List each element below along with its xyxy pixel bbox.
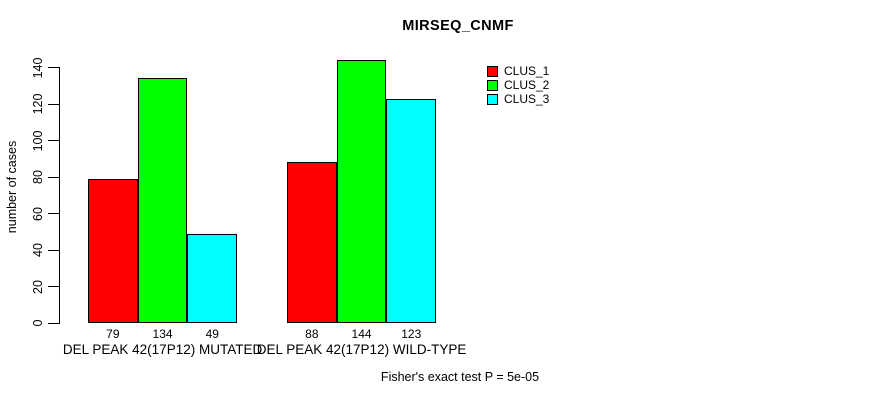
legend-label-clus-3: CLUS_3 xyxy=(504,92,550,106)
chart-title: MIRSEQ_CNMF xyxy=(402,18,514,34)
y-axis-line xyxy=(59,67,61,324)
y-tick-80 xyxy=(48,176,60,178)
y-tick-20 xyxy=(48,286,60,288)
legend-label-clus-2: CLUS_2 xyxy=(504,78,550,92)
legend-item-clus-2: CLUS_2 xyxy=(487,78,549,92)
bar-value-clus_2-group1: 134 xyxy=(152,326,173,341)
legend-item-clus-3: CLUS_3 xyxy=(487,92,549,106)
fisher-test-annotation: Fisher's exact test P = 5e-05 xyxy=(380,370,540,384)
legend-swatch-clus-1-icon xyxy=(487,65,498,77)
bar-value-clus_3-group2: 123 xyxy=(401,326,422,341)
bar-value-clus_2-group2: 144 xyxy=(351,326,372,341)
y-tick-label-40: 40 xyxy=(31,243,45,257)
legend-swatch-clus-3-icon xyxy=(487,93,498,105)
bar-value-clus_1-group1: 79 xyxy=(106,326,120,341)
y-tick-label-20: 20 xyxy=(31,279,45,294)
y-tick-140 xyxy=(48,67,60,69)
y-tick-100 xyxy=(48,140,60,142)
bar-value-clus_1-group2: 88 xyxy=(305,326,319,341)
legend: CLUS_1 CLUS_2 CLUS_3 xyxy=(487,64,549,106)
legend-label-clus-1: CLUS_1 xyxy=(504,64,550,78)
bar-clus_1-group1 xyxy=(88,178,138,323)
legend-item-clus-1: CLUS_1 xyxy=(487,64,549,78)
bar-clus_2-group1 xyxy=(137,78,188,323)
x-category-label-1: DEL PEAK 42(17P12) MUTATED xyxy=(62,341,263,357)
y-tick-label-0: 0 xyxy=(31,319,45,327)
bar-clus_3-group2 xyxy=(386,98,437,323)
y-tick-label-100: 100 xyxy=(31,130,45,151)
y-tick-0 xyxy=(48,322,60,324)
y-tick-40 xyxy=(48,249,60,251)
y-tick-60 xyxy=(48,213,60,215)
y-tick-label-60: 60 xyxy=(31,206,45,221)
bar-clus_2-group2 xyxy=(336,60,387,323)
x-category-label-2: DEL PEAK 42(17P12) WILD-TYPE xyxy=(256,341,467,357)
bar-clus_3-group1 xyxy=(187,233,238,323)
legend-swatch-clus-2-icon xyxy=(487,79,498,91)
bar-clus_1-group2 xyxy=(287,162,337,323)
y-tick-120 xyxy=(48,103,60,105)
bar-value-clus_3-group1: 49 xyxy=(205,326,219,341)
y-tick-label-80: 80 xyxy=(31,170,45,184)
y-tick-label-120: 120 xyxy=(31,93,45,115)
y-axis-label: number of cases xyxy=(5,140,19,234)
y-tick-label-140: 140 xyxy=(31,57,45,78)
